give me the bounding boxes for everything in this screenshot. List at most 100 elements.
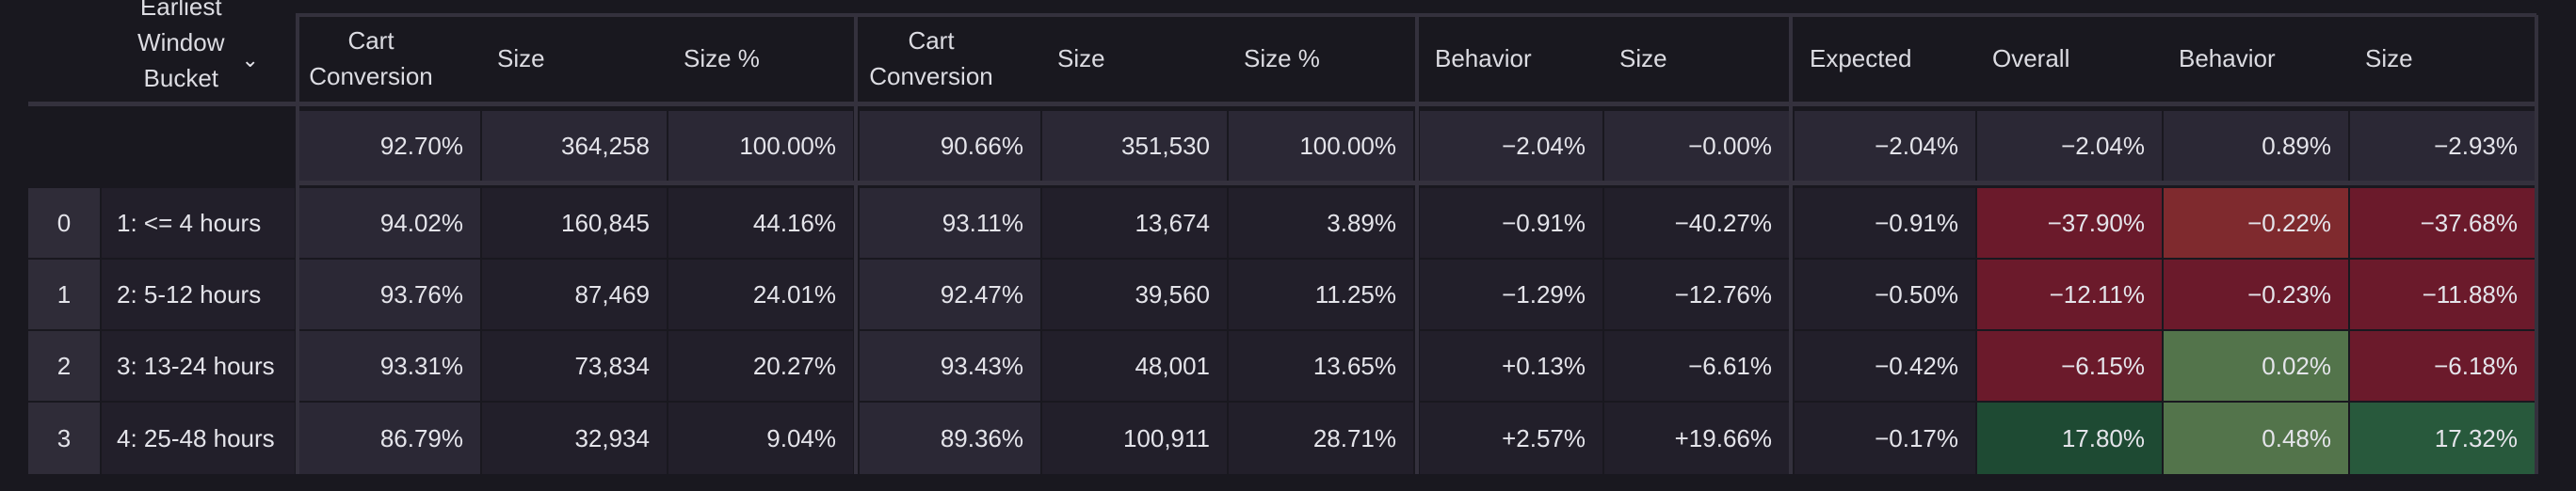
cell-g2-1: 48,001 [1042, 331, 1227, 401]
chevron-down-icon[interactable]: ⌄ [241, 48, 259, 71]
cell-g2-0: 89.36% [860, 403, 1040, 474]
cell-g4-3: −11.88% [2350, 260, 2535, 329]
header-text: Size [1057, 44, 1105, 72]
header-text: Behavior [1435, 44, 1532, 72]
column-header-group4-1: Overall [1977, 17, 2162, 100]
group-divider-1 [854, 15, 858, 474]
bucket-header-line: Window [137, 28, 225, 56]
total-g4-3: −2.93% [2350, 111, 2535, 181]
cell-g2-2: 3.89% [1229, 188, 1413, 258]
cell-g1-1: 32,934 [482, 403, 667, 474]
column-header-group2-2: Size % [1229, 17, 1413, 100]
cell-g2-2: 28.71% [1229, 403, 1413, 474]
cell-g2-0: 93.43% [860, 331, 1040, 401]
column-header-group3-0: Behavior [1420, 17, 1602, 100]
cell-g4-3: −37.68% [2350, 188, 2535, 258]
row-index: 2 [28, 331, 100, 401]
header-text: Cart Conversion [309, 26, 433, 90]
bucket-header-line: Bucket [143, 64, 219, 92]
cell-g4-1: 17.80% [1977, 403, 2162, 474]
cell-g1-1: 87,469 [482, 260, 667, 329]
group-divider-2 [1415, 15, 1419, 474]
header-text: Size [2365, 44, 2413, 72]
header-text: Size [497, 44, 545, 72]
bucket-header-line: Earliest [139, 0, 222, 21]
cell-g3-0: −0.91% [1420, 188, 1602, 258]
cell-g1-1: 160,845 [482, 188, 667, 258]
cell-g2-2: 13.65% [1229, 331, 1413, 401]
cell-g2-1: 39,560 [1042, 260, 1227, 329]
cell-g1-0: 93.76% [299, 260, 480, 329]
column-header-group3-1: Size [1604, 17, 1789, 100]
total-g3-0: −2.04% [1420, 111, 1602, 181]
cell-g4-0: −0.42% [1795, 331, 1975, 401]
cell-g1-2: 9.04% [668, 403, 853, 474]
cell-g2-0: 93.11% [860, 188, 1040, 258]
total-g2-2: 100.00% [1229, 111, 1413, 181]
cell-g4-3: 17.32% [2350, 403, 2535, 474]
cell-g2-0: 92.47% [860, 260, 1040, 329]
total-g4-1: −2.04% [1977, 111, 2162, 181]
row-bucket-label: 3: 13-24 hours [102, 331, 295, 401]
cell-g1-0: 86.79% [299, 403, 480, 474]
cell-g4-2: 0.02% [2164, 331, 2348, 401]
cell-g3-0: −1.29% [1420, 260, 1602, 329]
column-header-group1-1: Size [482, 17, 667, 100]
column-header-group2-1: Size [1042, 17, 1227, 100]
total-g1-2: 100.00% [668, 111, 853, 181]
total-g1-1: 364,258 [482, 111, 667, 181]
header-text: Behavior [2179, 44, 2276, 72]
cell-g4-0: −0.91% [1795, 188, 1975, 258]
total-g4-0: −2.04% [1795, 111, 1975, 181]
cell-g4-1: −12.11% [1977, 260, 2162, 329]
row-bucket-label: 4: 25-48 hours [102, 403, 295, 474]
column-header-group4-3: Size [2350, 17, 2535, 100]
header-bottom-divider [28, 102, 2536, 106]
cell-g3-1: −12.76% [1604, 260, 1789, 329]
cell-g4-2: 0.48% [2164, 403, 2348, 474]
row-bucket-label: 1: <= 4 hours [102, 188, 295, 258]
cell-g2-1: 100,911 [1042, 403, 1227, 474]
cell-g4-2: −0.22% [2164, 188, 2348, 258]
header-text: Size % [684, 44, 760, 72]
bucket-column-header[interactable]: Earliest Window Bucket ⌄ [102, 0, 295, 102]
cell-g2-2: 11.25% [1229, 260, 1413, 329]
cell-g3-1: +19.66% [1604, 403, 1789, 474]
cell-g4-1: −6.15% [1977, 331, 2162, 401]
column-header-group2-0: Cart Conversion [860, 17, 1003, 100]
row-index: 3 [28, 403, 100, 474]
row-bucket-label: 2: 5-12 hours [102, 260, 295, 329]
cell-g4-0: −0.50% [1795, 260, 1975, 329]
cell-g1-2: 20.27% [668, 331, 853, 401]
cell-g1-0: 93.31% [299, 331, 480, 401]
header-text: Expected [1810, 44, 1912, 72]
row-index: 1 [28, 260, 100, 329]
column-header-group1-0: Cart Conversion [299, 17, 443, 100]
cell-g4-1: −37.90% [1977, 188, 2162, 258]
cell-g1-1: 73,834 [482, 331, 667, 401]
cell-g3-0: +2.57% [1420, 403, 1602, 474]
row-index: 0 [28, 188, 100, 258]
column-header-group4-2: Behavior [2164, 17, 2348, 100]
total-g1-0: 92.70% [299, 111, 480, 181]
column-header-group1-2: Size % [668, 17, 853, 100]
cell-g4-0: −0.17% [1795, 403, 1975, 474]
cell-g2-1: 13,674 [1042, 188, 1227, 258]
cell-g1-2: 44.16% [668, 188, 853, 258]
group-divider-0 [296, 15, 299, 474]
total-g2-1: 351,530 [1042, 111, 1227, 181]
column-header-group4-0: Expected [1795, 17, 1975, 100]
header-text: Size [1619, 44, 1667, 72]
group-divider-3 [1789, 15, 1793, 474]
cell-g1-2: 24.01% [668, 260, 853, 329]
total-g3-1: −0.00% [1604, 111, 1789, 181]
cell-g4-2: −0.23% [2164, 260, 2348, 329]
header-text: Size % [1244, 44, 1320, 72]
table-right-edge [2535, 15, 2538, 474]
cell-g1-0: 94.02% [299, 188, 480, 258]
cell-g3-1: −6.61% [1604, 331, 1789, 401]
header-text: Cart Conversion [869, 26, 993, 90]
cell-g4-3: −6.18% [2350, 331, 2535, 401]
total-g2-0: 90.66% [860, 111, 1040, 181]
